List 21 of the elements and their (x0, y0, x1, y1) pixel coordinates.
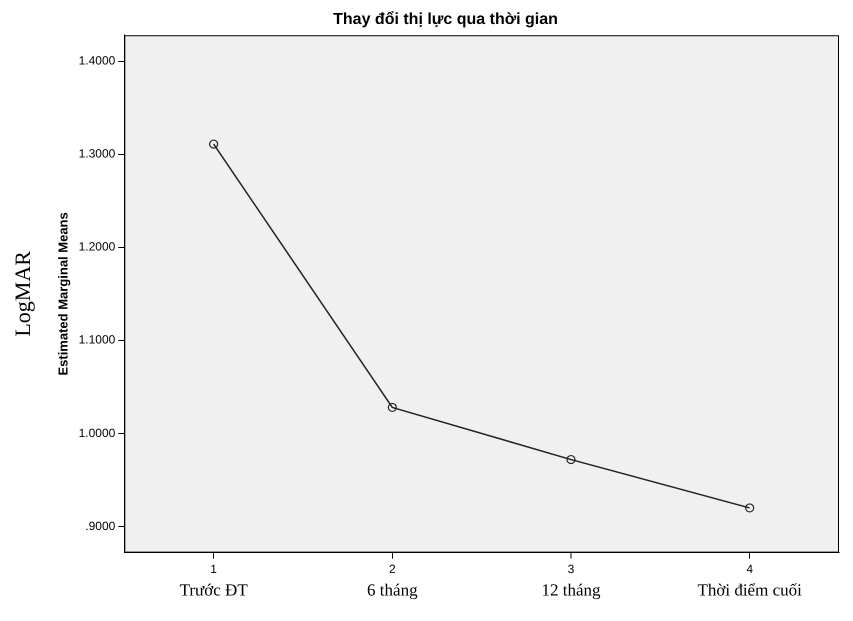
y-tick-label: 1.2000 (78, 240, 116, 254)
text: 6 tháng (367, 580, 418, 600)
text: Trước ĐT (180, 580, 248, 600)
y-tick-label: 1.3000 (78, 146, 116, 161)
x-tick-label: 2 (388, 562, 396, 576)
text: 12 tháng (541, 580, 601, 600)
chart-title: Thay đổi thị lực qua thời gian (333, 11, 558, 28)
point (388, 402, 397, 412)
y-tick-label: 1.4000 (78, 54, 116, 68)
point (209, 139, 218, 149)
point (566, 454, 576, 464)
x-tick-label: 4 (746, 562, 754, 576)
x-tick-label: 1 (210, 562, 218, 576)
y-axis-title: Estimated Marginal Means (55, 212, 70, 376)
x-tick-label: 3 (568, 562, 575, 576)
y-tick-label: 1.1000 (78, 332, 116, 347)
text: Thời điểm cuối (697, 580, 802, 600)
y-tick-label: 1.0000 (78, 426, 116, 440)
point (745, 503, 754, 513)
y-tick-label: .9000 (85, 518, 116, 533)
text: LogMAR (10, 250, 35, 337)
